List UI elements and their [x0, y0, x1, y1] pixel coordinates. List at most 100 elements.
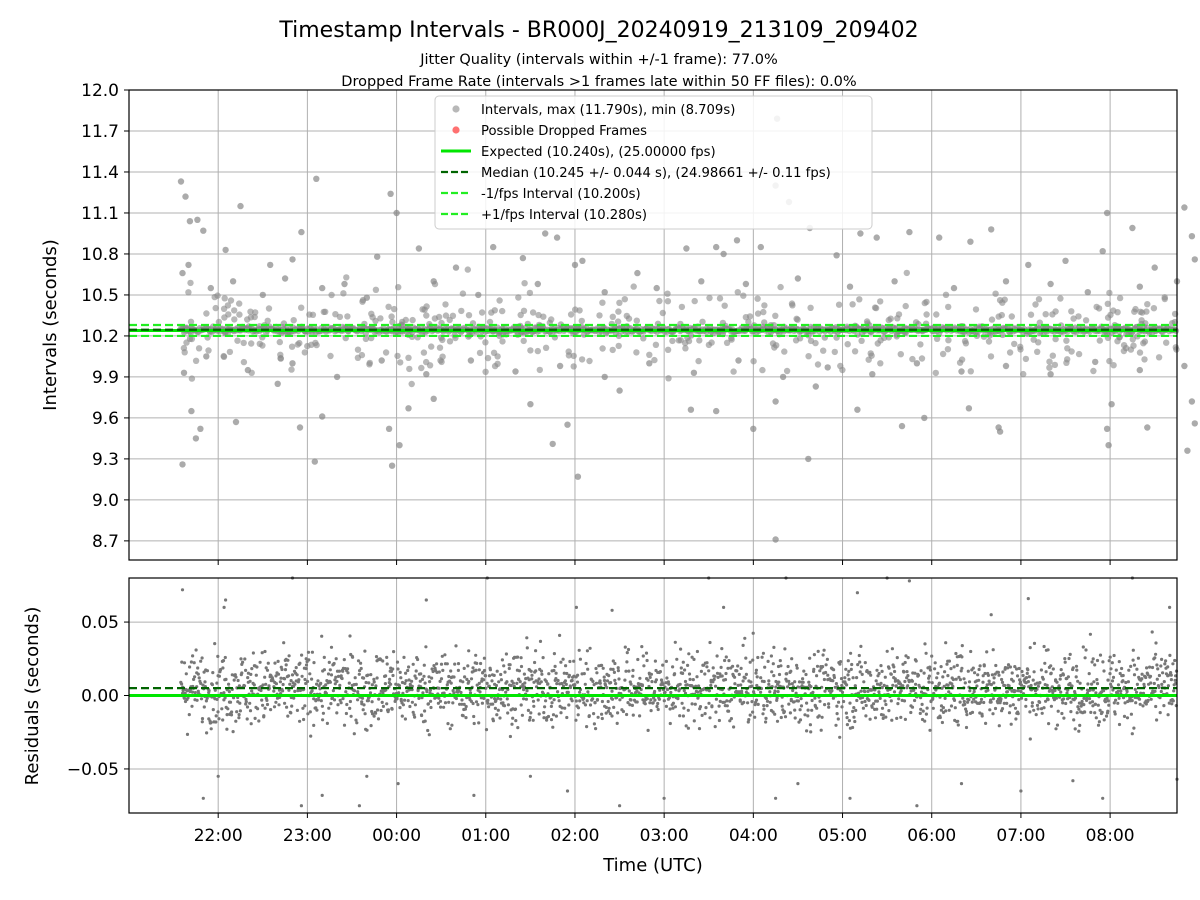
residual-point: [322, 655, 326, 660]
residual-point: [336, 703, 340, 707]
residual-point: [525, 646, 529, 650]
residual-point: [1140, 677, 1144, 681]
residual-point: [749, 680, 753, 684]
residual-point: [321, 718, 325, 722]
residual-point: [1074, 664, 1079, 668]
interval-point: [1035, 339, 1042, 346]
residual-point: [1117, 660, 1121, 664]
interval-point: [805, 455, 812, 463]
residual-point: [705, 661, 709, 665]
interval-point: [987, 353, 995, 360]
interval-point: [1181, 362, 1188, 370]
residual-point: [956, 723, 960, 727]
interval-point: [1138, 317, 1145, 324]
residual-point: [964, 725, 969, 730]
residual-point: [618, 698, 622, 702]
interval-point: [733, 237, 741, 244]
residual-point: [778, 659, 782, 663]
residual-point: [1030, 701, 1034, 705]
interval-point: [956, 359, 964, 366]
residual-point: [310, 677, 314, 681]
interval-point: [294, 341, 301, 348]
residual-point: [1142, 682, 1146, 687]
interval-point: [630, 283, 637, 290]
residual-point: [576, 713, 580, 717]
residual-point: [418, 679, 422, 683]
residual-point: [802, 669, 806, 673]
residual-point: [384, 674, 388, 678]
residual-point: [482, 656, 486, 660]
residual-point: [225, 727, 229, 731]
residual-point: [576, 673, 580, 677]
residual-point: [505, 680, 509, 684]
residual-point: [499, 672, 503, 677]
residual-point: [328, 668, 332, 672]
residual-point: [649, 672, 654, 676]
residual-point: [1089, 710, 1093, 715]
residual-point: [241, 660, 245, 664]
residual-point: [723, 658, 727, 663]
residual-point: [284, 663, 288, 667]
residual-point: [1090, 660, 1094, 664]
residual-point: [419, 713, 424, 717]
residual-point: [219, 667, 223, 672]
residual-point: [534, 669, 538, 673]
interval-point: [1140, 340, 1147, 347]
interval-point: [713, 407, 720, 415]
residual-point: [856, 663, 860, 667]
interval-point: [1129, 336, 1137, 343]
interval-point: [677, 320, 684, 328]
residual-point: [610, 714, 614, 718]
residual-point: [1106, 709, 1110, 713]
interval-point: [237, 202, 244, 210]
residual-point: [1170, 702, 1174, 706]
residual-point: [1171, 662, 1175, 666]
residual-point: [940, 686, 944, 690]
interval-point: [491, 362, 499, 370]
interval-point: [652, 341, 660, 348]
residual-point: [607, 706, 611, 710]
residual-point: [1091, 704, 1095, 708]
interval-point: [515, 294, 522, 301]
residual-point: [1062, 716, 1066, 720]
residual-point: [832, 675, 837, 680]
residual-point: [726, 666, 730, 670]
residual-point: [728, 719, 732, 723]
interval-point: [205, 347, 212, 354]
residual-point: [480, 701, 484, 705]
residual-point: [972, 697, 976, 701]
interval-point: [431, 315, 439, 322]
residual-point: [654, 678, 659, 682]
residual-point: [1100, 710, 1104, 714]
chart-title: Timestamp Intervals - BR000J_20240919_21…: [278, 18, 918, 43]
residual-point: [585, 699, 589, 703]
residual-point: [1068, 652, 1072, 657]
residual-point: [1116, 701, 1120, 705]
residual-point: [407, 678, 411, 682]
residual-point: [723, 678, 728, 682]
residual-point: [939, 708, 944, 712]
residual-point: [252, 683, 256, 687]
residual-point: [450, 723, 454, 727]
residual-point: [839, 677, 844, 681]
interval-point: [459, 290, 467, 297]
interval-point: [965, 405, 973, 412]
interval-point: [962, 340, 970, 347]
residual-point: [239, 657, 243, 661]
residual-point: [327, 706, 331, 710]
residual-point: [789, 669, 793, 673]
residual-point: [398, 706, 402, 710]
residual-point: [853, 684, 857, 688]
legend-box: [434, 95, 873, 230]
interval-point: [770, 322, 778, 329]
residual-point: [309, 734, 313, 738]
residual-point: [386, 708, 391, 712]
residual-point: [376, 708, 380, 712]
residual-point: [182, 696, 186, 700]
interval-point: [197, 425, 204, 432]
residual-point: [282, 641, 286, 645]
residual-point: [298, 719, 302, 723]
residual-point: [673, 640, 677, 644]
residual-point: [953, 706, 957, 710]
interval-point: [362, 335, 370, 343]
